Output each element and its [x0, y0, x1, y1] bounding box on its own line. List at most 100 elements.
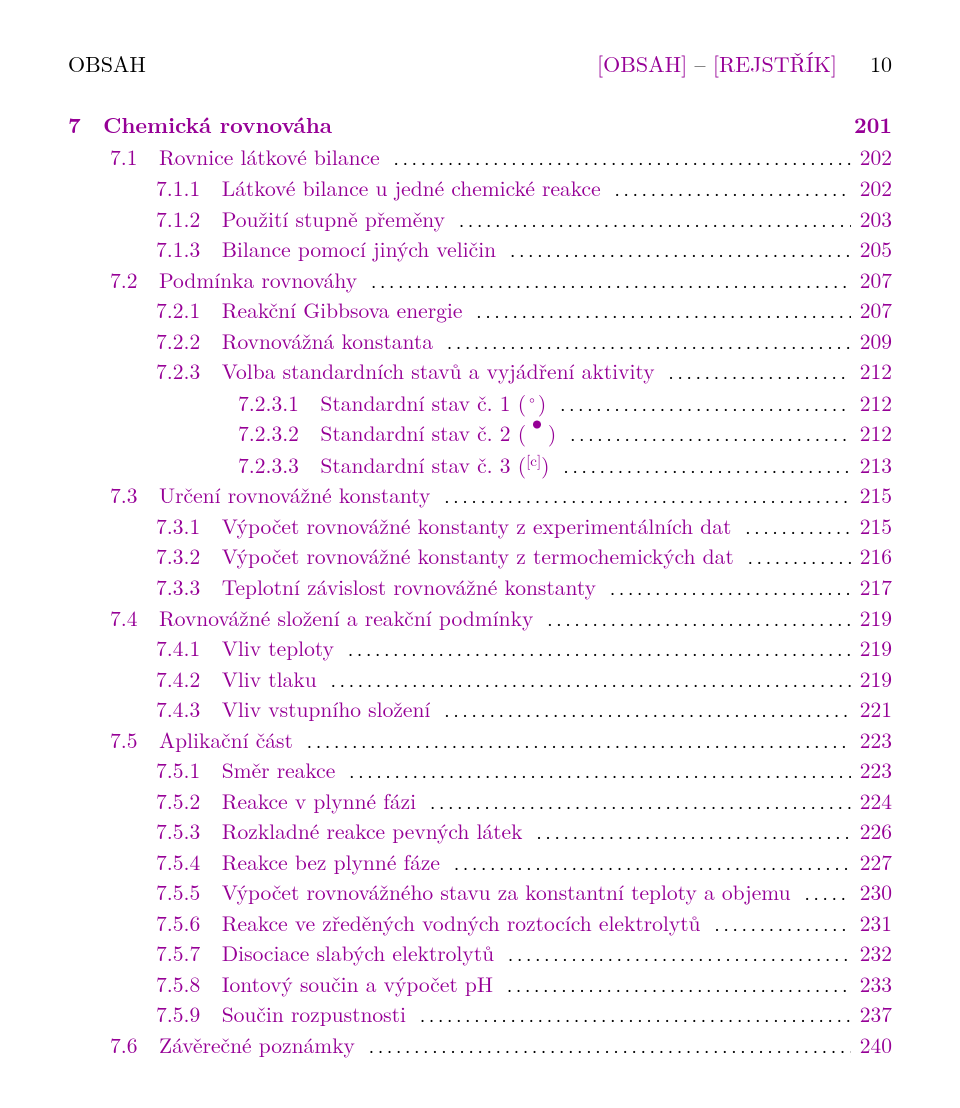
- toc-leader-dots: [745, 512, 851, 540]
- toc-entry-label[interactable]: 7.5.1 Směr reakce: [156, 755, 346, 786]
- toc-entry-page[interactable]: 216: [854, 541, 892, 572]
- toc-entry-page[interactable]: 215: [854, 480, 892, 511]
- toc-entry-label[interactable]: 7.1.3 Bilance pomocí jiných veličin: [156, 234, 507, 265]
- toc-row: 7.4.1 Vliv teploty 219: [68, 633, 892, 664]
- toc-entry-page[interactable]: 213: [854, 450, 892, 481]
- toc-leader-dots: [444, 481, 851, 509]
- toc-row: 7.2.2 Rovnovážná konstanta 209: [68, 326, 892, 357]
- toc-entry-page[interactable]: 209: [854, 326, 892, 357]
- toc-leader-dots: [614, 174, 851, 202]
- toc-entry-page[interactable]: 219: [854, 603, 892, 634]
- toc-row: 7.1.1 Látkové bilance u jedné chemické r…: [68, 173, 892, 204]
- toc-leader-dots: [563, 451, 851, 479]
- toc-entry-page[interactable]: 226: [854, 816, 892, 847]
- toc-leader-dots: [804, 878, 851, 906]
- toc-entry-page[interactable]: 202: [854, 142, 892, 173]
- chapter-number[interactable]: 7: [68, 109, 81, 140]
- toc-leader-dots: [547, 604, 851, 632]
- toc-entry-label[interactable]: 7.5.6 Reakce ve zředěných vodných roztoc…: [156, 908, 711, 939]
- toc-entry-page[interactable]: 237: [854, 999, 892, 1030]
- toc-entry-label[interactable]: 7.5.3 Rozkladné reakce pevných látek: [156, 816, 533, 847]
- toc-leader-dots: [369, 1031, 851, 1059]
- toc-row: 7.5.9 Součin rozpustnosti 237: [68, 999, 892, 1030]
- toc-leader-dots: [307, 726, 851, 754]
- toc-entry-label[interactable]: 7.3 Určení rovnovážné konstanty: [110, 480, 441, 511]
- toc-entry-label[interactable]: 7.2.3.1 Standardní stav č. 1 (◦): [238, 387, 557, 419]
- toc-entry-label[interactable]: 7.4.1 Vliv teploty: [156, 633, 345, 664]
- toc-entry-label[interactable]: 7.5 Aplikační část: [110, 725, 304, 756]
- toc-entry-label[interactable]: 7.2.3 Volba standardních stavů a vyjádře…: [156, 356, 665, 387]
- toc-entry-page[interactable]: 227: [854, 847, 892, 878]
- toc-entry-page[interactable]: 212: [854, 388, 892, 419]
- toc-row: 7.5.6 Reakce ve zředěných vodných roztoc…: [68, 908, 892, 939]
- toc-entry-label[interactable]: 7.3.3 Teplotní závislost rovnovážné kons…: [156, 572, 607, 603]
- toc-entry-page[interactable]: 207: [854, 295, 892, 326]
- toc-entry-page[interactable]: 219: [854, 664, 892, 695]
- header-right: [OBSAH] – [REJSTŘÍK] 10: [597, 48, 892, 79]
- toc-entry-label[interactable]: 7.1.1 Látkové bilance u jedné chemické r…: [156, 173, 611, 204]
- toc-entry-label[interactable]: 7.5.8 Iontový součin a výpočet pH: [156, 969, 504, 1000]
- toc-entry-label[interactable]: 7.1 Rovnice látkové bilance: [110, 142, 390, 173]
- toc-entry-label[interactable]: 7.4.3 Vliv vstupního složení: [156, 694, 441, 725]
- toc-entry-page[interactable]: 231: [854, 908, 892, 939]
- toc-entry-label[interactable]: 7.1.2 Použití stupně přeměny: [156, 204, 456, 235]
- toc-row: 7.4.2 Vliv tlaku 219: [68, 664, 892, 695]
- toc-leader-dots: [668, 357, 851, 385]
- toc-entry-page[interactable]: 224: [854, 786, 892, 817]
- toc-entry-label[interactable]: 7.5.9 Součin rozpustnosti: [156, 999, 417, 1030]
- toc-entry-label[interactable]: 7.5.5 Výpočet rovnovážného stavu za kons…: [156, 877, 801, 908]
- toc-entry-page[interactable]: 215: [854, 511, 892, 542]
- toc-leader-dots: [714, 909, 851, 937]
- toc-entry-page[interactable]: 240: [854, 1030, 892, 1061]
- toc-entry-label[interactable]: 7.5.4 Reakce bez plynné fáze: [156, 847, 451, 878]
- toc-entry-label[interactable]: 7.5.7 Disociace slabých elektrolytů: [156, 938, 505, 969]
- obsah-link[interactable]: [OBSAH]: [597, 48, 687, 79]
- toc-entry-page[interactable]: 223: [854, 755, 892, 786]
- toc-entry-page[interactable]: 205: [854, 234, 892, 265]
- toc-entry-page[interactable]: 202: [854, 173, 892, 204]
- toc-entry-label[interactable]: 7.2.2 Rovnovážná konstanta: [156, 326, 444, 357]
- toc-row: 7.2.3.2 Standardní stav č. 2 (•) 212: [68, 418, 892, 449]
- toc-entry-page[interactable]: 219: [854, 633, 892, 664]
- toc-row: 7.5.1 Směr reakce 223: [68, 755, 892, 786]
- toc-leader-dots: [444, 695, 851, 723]
- toc-leader-dots: [508, 939, 851, 967]
- toc-leader-dots: [747, 542, 851, 570]
- toc-leader-dots: [420, 1000, 851, 1028]
- toc-row: 7.2.3.3 Standardní stav č. 3 ([c]) 213: [68, 449, 892, 481]
- toc-entry-page[interactable]: 233: [854, 969, 892, 1000]
- toc-entry-label[interactable]: 7.2 Podmínka rovnováhy: [110, 265, 368, 296]
- toc-row: 7.5.8 Iontový součin a výpočet pH 233: [68, 969, 892, 1000]
- rejstrik-link[interactable]: [REJSTŘÍK]: [713, 48, 837, 79]
- toc-entry-page[interactable]: 212: [854, 418, 892, 449]
- toc-row: 7.4.3 Vliv vstupního složení 221: [68, 694, 892, 725]
- toc-entry-label[interactable]: 7.4 Rovnovážné složení a reakční podmínk…: [110, 603, 544, 634]
- toc-entry-label[interactable]: 7.2.3.3 Standardní stav č. 3 ([c]): [238, 449, 560, 481]
- chapter-page[interactable]: 201: [854, 109, 892, 140]
- toc-leader-dots: [454, 848, 851, 876]
- chapter-title[interactable]: Chemická rovnováha: [103, 109, 332, 140]
- toc-entry-page[interactable]: 203: [854, 204, 892, 235]
- toc-entry-page[interactable]: 223: [854, 725, 892, 756]
- toc-row: 7.5.5 Výpočet rovnovážného stavu za kons…: [68, 877, 892, 908]
- toc-entry-label[interactable]: 7.3.2 Výpočet rovnovážné konstanty z ter…: [156, 541, 744, 572]
- toc-entry-label[interactable]: 7.2.3.2 Standardní stav č. 2 (•): [238, 418, 567, 449]
- toc-entry-label[interactable]: 7.2.1 Reakční Gibbsova energie: [156, 295, 473, 326]
- page-number: 10: [870, 48, 892, 79]
- toc-row: 7.5.7 Disociace slabých elektrolytů 232: [68, 938, 892, 969]
- toc-entry-page[interactable]: 221: [854, 694, 892, 725]
- toc-entry-page[interactable]: 230: [854, 877, 892, 908]
- header-sep: –: [687, 48, 713, 79]
- toc-entry-page[interactable]: 212: [854, 356, 892, 387]
- toc-row: 7.2.1 Reakční Gibbsova energie 207: [68, 295, 892, 326]
- toc-leader-dots: [610, 573, 851, 601]
- toc-body: 7.1 Rovnice látkové bilance 202 7.1.1 Lát…: [68, 142, 892, 1060]
- toc-entry-label[interactable]: 7.5.2 Reakce v plynné fázi: [156, 786, 427, 817]
- toc-entry-label[interactable]: 7.4.2 Vliv tlaku: [156, 664, 327, 695]
- toc-entry-page[interactable]: 207: [854, 265, 892, 296]
- toc-row: 7.5.3 Rozkladné reakce pevných látek 226: [68, 816, 892, 847]
- toc-entry-page[interactable]: 232: [854, 938, 892, 969]
- toc-entry-label[interactable]: 7.3.1 Výpočet rovnovážné konstanty z exp…: [156, 511, 742, 542]
- toc-entry-label[interactable]: 7.6 Závěrečné poznámky: [110, 1030, 366, 1061]
- toc-entry-page[interactable]: 217: [854, 572, 892, 603]
